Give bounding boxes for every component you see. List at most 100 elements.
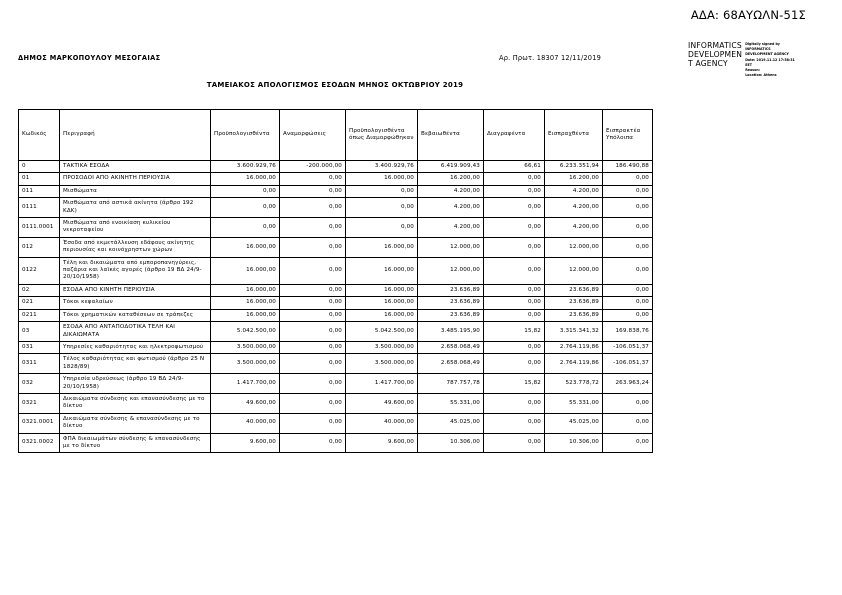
cell-collected: 6.233.351,94	[544, 159, 603, 174]
cell-description: Τέλος καθαριότητας και φωτισμού (άρθρο 2…	[59, 353, 211, 375]
table-row: 012 Έσοδα από εκμετάλλευση εδάφους ακίνητ…	[18, 236, 653, 258]
cell-deleted: 0,00	[483, 172, 545, 186]
cell-formed: 49.600,00	[345, 392, 418, 414]
cell-collected: 4.200,00	[544, 184, 603, 199]
column-header-certified: Βεβαιωθέντα	[417, 109, 484, 161]
cell-deleted: 0,00	[483, 256, 545, 285]
cell-deleted: 0,00	[483, 340, 545, 355]
cell-formed: 16.000,00	[345, 256, 418, 285]
cell-code: 021	[18, 296, 60, 310]
cell-remaining: 0,00	[602, 283, 653, 298]
municipality-name: ΔΗΜΟΣ ΜΑΡΚΟΠΟΥΛΟΥ ΜΕΣΟΓΑΙΑΣ	[18, 54, 161, 62]
cell-collected: 2.764.119,86	[544, 353, 603, 375]
cell-revisions: -200.000,00	[279, 159, 346, 174]
cell-remaining: -106.051,37	[602, 353, 653, 375]
cell-budgeted: 0,00	[210, 197, 280, 219]
column-header-budgeted: Προϋπολογισθέντα	[210, 109, 280, 161]
table-header-row: Κωδικός Περιγραφή Προϋπολογισθέντα Αναμο…	[18, 109, 653, 161]
cell-description: Δικαιώματα σύνδεσης και επανασύνδεσης με…	[59, 392, 211, 414]
cell-description: Μισθώματα	[59, 184, 211, 199]
cell-formed: 3.500.000,00	[345, 340, 418, 355]
cell-code: 0111.0001	[18, 217, 60, 238]
cell-description: Έσοδα από εκμετάλλευση εδάφους ακίνητης …	[59, 236, 211, 258]
cell-formed: 3.500.000,00	[345, 353, 418, 375]
cell-deleted: 0,00	[483, 217, 545, 238]
cell-collected: 16.200,00	[544, 172, 603, 186]
cell-revisions: 0,00	[279, 373, 346, 394]
cell-description: Μισθώματα από ενοικίαση κυλικείου νεκροτ…	[59, 217, 211, 238]
cell-formed: 0,00	[345, 184, 418, 199]
cell-certified: 3.485.195,90	[417, 321, 484, 342]
cell-remaining: 0,00	[602, 296, 653, 310]
cell-collected: 4.200,00	[544, 217, 603, 238]
cell-budgeted: 3.500.000,00	[210, 353, 280, 375]
signature-detail-line-4: Date: 2019.11.12 17:58:31	[745, 57, 795, 62]
table-row: 011 Μισθώματα 0,00 0,00 0,00 4.200,00 0,00 4.20…	[18, 184, 653, 199]
cell-remaining: 263.963,24	[602, 373, 653, 394]
cell-revisions: 0,00	[279, 256, 346, 285]
signature-detail-line-1: Digitally signed by	[745, 42, 780, 46]
cell-collected: 12.000,00	[544, 256, 603, 285]
table-row: 0321.0001 Δικαιώματα σύνδεσης & επανασύνδ…	[18, 412, 653, 434]
cell-budgeted: 16.000,00	[210, 172, 280, 186]
cell-revisions: 0,00	[279, 308, 346, 323]
cell-description: ΠΡΟΣΟΔΟΙ ΑΠΟ ΑΚΙΝΗΤΗ ΠΕΡΙΟΥΣΙΑ	[59, 172, 211, 186]
cell-certified: 45.025,00	[417, 412, 484, 434]
signature-authority-name: INFORMATICS DEVELOPMEN T AGENCY	[688, 41, 742, 69]
cell-formed: 1.417.700,00	[345, 373, 418, 394]
cell-collected: 23.636,89	[544, 308, 603, 323]
table-row: 021 Τόκοι κεφαλαίων 16.000,00 0,00 16.000,00…	[18, 296, 653, 310]
cell-remaining: 0,00	[602, 184, 653, 199]
cell-remaining: 0,00	[602, 172, 653, 186]
cell-deleted: 15,82	[483, 321, 545, 342]
cell-collected: 10.306,00	[544, 432, 603, 454]
cell-collected: 3.315.341,32	[544, 321, 603, 342]
cell-remaining: 0,00	[602, 256, 653, 285]
cell-collected: 45.025,00	[544, 412, 603, 434]
signature-name-line-3: T AGENCY	[688, 59, 728, 69]
cell-certified: 6.419.909,43	[417, 159, 484, 174]
cell-budgeted: 0,00	[210, 217, 280, 238]
cell-code: 01	[18, 172, 60, 186]
cell-deleted: 0,00	[483, 353, 545, 375]
signature-name-line-1: INFORMATICS	[688, 41, 742, 50]
table-row: 032 Υπηρεσία υδρεύσεως (άρθρο 19 ΒΔ 24/9-…	[18, 373, 653, 394]
cell-revisions: 0,00	[279, 340, 346, 355]
cell-revisions: 0,00	[279, 296, 346, 310]
cell-formed: 16.000,00	[345, 236, 418, 258]
cell-code: 0	[18, 159, 60, 174]
cell-remaining: 0,00	[602, 197, 653, 219]
cell-remaining: 186.490,88	[602, 159, 653, 174]
cell-formed: 3.400.929,76	[345, 159, 418, 174]
cell-code: 02	[18, 283, 60, 298]
ada-reference-number: ΑΔΑ: 68ΑΥΩΛΝ-51Σ	[690, 8, 806, 22]
cell-description: ΕΣΟΔΑ ΑΠΟ ΑΝΤΑΠΟΔΟΤΙΚΑ ΤΕΛΗ ΚΑΙ ΔΙΚΑΙΩΜΑ…	[59, 321, 211, 342]
table-row: 0122 Τέλη και δικαιώματα από εμποροπανηγύ…	[18, 256, 653, 285]
cell-budgeted: 1.417.700,00	[210, 373, 280, 394]
cell-formed: 40.000,00	[345, 412, 418, 434]
cell-description: Τόκοι χρηματικών καταθέσεων σε τράπεζες	[59, 308, 211, 323]
table-row: 0321 Δικαιώματα σύνδεσης και επανασύνδεση…	[18, 392, 653, 414]
cell-revisions: 0,00	[279, 197, 346, 219]
cell-budgeted: 40.000,00	[210, 412, 280, 434]
cell-formed: 16.000,00	[345, 296, 418, 310]
cell-revisions: 0,00	[279, 184, 346, 199]
signature-detail-line-7: Location: Athens	[745, 73, 777, 78]
cell-code: 0111	[18, 197, 60, 219]
cell-collected: 523.778,72	[544, 373, 603, 394]
cell-revisions: 0,00	[279, 217, 346, 238]
cell-collected: 23.636,89	[544, 296, 603, 310]
cell-deleted: 0,00	[483, 197, 545, 219]
cell-collected: 12.000,00	[544, 236, 603, 258]
column-header-collected: Εισπραχθέντα	[544, 109, 603, 161]
cell-description: Τόκοι κεφαλαίων	[59, 296, 211, 310]
cell-code: 0321	[18, 392, 60, 414]
table-row: 0111.0001 Μισθώματα από ενοικίαση κυλικεί…	[18, 217, 653, 238]
cell-remaining: 0,00	[602, 236, 653, 258]
cell-budgeted: 16.000,00	[210, 296, 280, 310]
cell-deleted: 0,00	[483, 412, 545, 434]
cell-remaining: -106.051,37	[602, 340, 653, 355]
signature-detail-line-2: INFORMATICS	[745, 47, 771, 52]
table-body: 0 ΤΑΚΤΙΚΑ ΕΣΟΔΑ 3.600.929,76 -200.000,00 3.4…	[18, 159, 653, 454]
cell-revisions: 0,00	[279, 172, 346, 186]
